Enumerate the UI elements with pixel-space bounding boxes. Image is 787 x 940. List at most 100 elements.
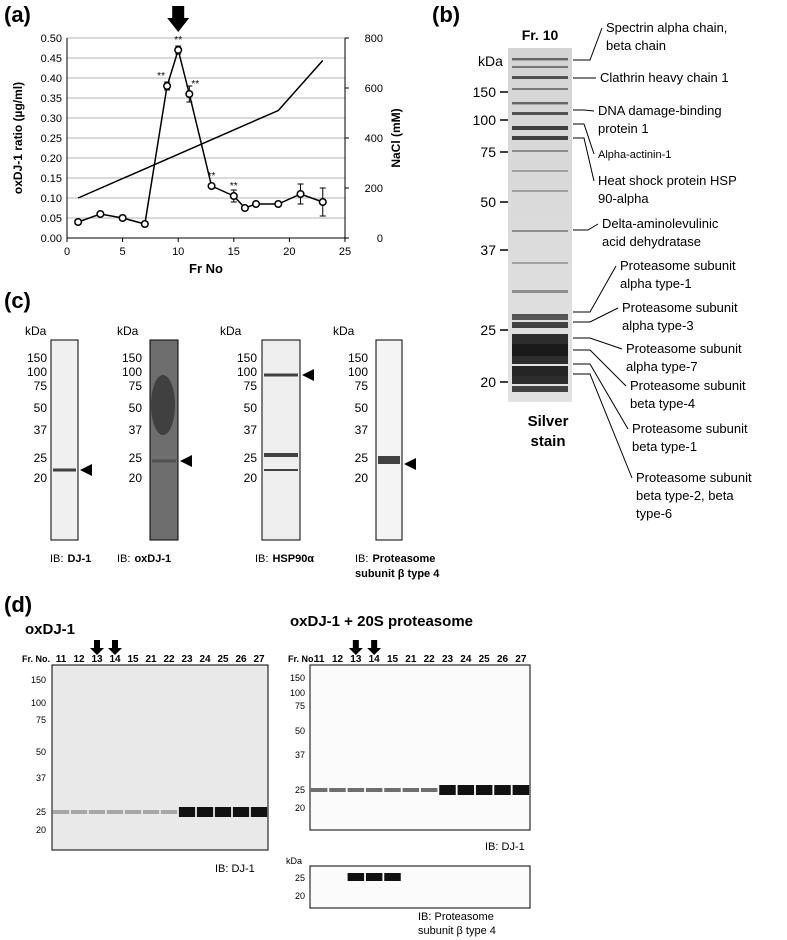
marker-label: 100 [290, 688, 305, 698]
connector [573, 123, 595, 155]
band [329, 788, 346, 792]
band [512, 170, 568, 172]
marker-label: 75 [34, 379, 48, 393]
protein-label: beta type-1 [632, 439, 697, 454]
protein-label: DNA damage-binding [598, 103, 722, 118]
annotation: ** [157, 71, 165, 82]
annotation: ** [174, 35, 182, 46]
marker-label: 150 [122, 351, 142, 365]
unit-label: kDa [117, 324, 139, 338]
band [347, 788, 365, 792]
protein-label: protein 1 [598, 121, 649, 136]
marker-label: 37 [36, 773, 46, 783]
protein-label: Clathrin heavy chain 1 [600, 70, 729, 85]
blot [51, 664, 269, 851]
marker-label: 50 [129, 401, 143, 415]
band [232, 807, 250, 817]
band [512, 58, 568, 61]
ib-label: subunit β type 4 [418, 925, 496, 937]
band [384, 873, 401, 881]
unit-label: kDa [478, 53, 503, 69]
data-point [74, 217, 83, 227]
connector [573, 265, 617, 313]
arrow [90, 640, 104, 655]
data-point [251, 199, 261, 209]
protein-label: Proteasome subunit [620, 258, 736, 273]
ib-target: subunit β type 4 [355, 568, 440, 580]
band [512, 136, 568, 140]
ib-target: Proteasome [372, 553, 435, 565]
data-point [207, 181, 216, 191]
marker-label: 25 [295, 785, 305, 795]
protein-label: alpha type-3 [622, 318, 694, 333]
marker-label: 75 [355, 379, 369, 393]
marker-label: 150 [31, 675, 46, 685]
marker-label: 37 [480, 242, 496, 258]
connector [573, 373, 633, 479]
marker-label: 75 [295, 701, 305, 711]
ib-prefix: IB: [355, 553, 368, 565]
data-point [163, 81, 172, 91]
ib-label: IB: DJ-1 [215, 863, 255, 875]
band [384, 788, 401, 792]
fraction-label: 27 [253, 654, 265, 665]
arrowhead [180, 455, 192, 467]
ib-label: IB: Proteasome [418, 911, 494, 923]
band [512, 230, 568, 232]
data-point [274, 199, 283, 209]
marker-label: 150 [348, 351, 368, 365]
fraction-label: 11 [56, 654, 67, 665]
band [457, 785, 475, 795]
marker-label: 37 [295, 750, 305, 760]
band [512, 322, 568, 328]
band [512, 366, 568, 376]
fraction-label: 26 [235, 654, 247, 665]
data-point [240, 203, 249, 213]
ib-prefix: IB: [117, 553, 130, 565]
protein-label: alpha type-1 [620, 276, 692, 291]
marker-label: 150 [27, 351, 47, 365]
connector [573, 223, 599, 231]
blot [309, 664, 531, 831]
ib-target: DJ-1 [67, 553, 91, 565]
band [512, 376, 568, 384]
marker-label: 37 [34, 423, 48, 437]
protein-label: alpha type-7 [626, 359, 698, 374]
y-tick-label: 0.00 [41, 233, 62, 245]
marker-label: 20 [129, 471, 143, 485]
band [106, 810, 124, 814]
marker-label: 37 [355, 423, 369, 437]
blot-stain [151, 375, 175, 435]
ib-prefix: IB: [50, 553, 63, 565]
data-point [296, 189, 305, 199]
band [402, 788, 420, 792]
marker-label: 75 [244, 379, 258, 393]
band [214, 807, 232, 817]
marker-label: 25 [129, 451, 143, 465]
fraction-label: 22 [163, 654, 175, 665]
connector [573, 349, 627, 387]
band [512, 66, 568, 68]
band [512, 785, 530, 795]
y-tick-label: 0.50 [41, 33, 62, 45]
marker-label: 50 [34, 401, 48, 415]
protein-label: acid dehydratase [602, 234, 701, 249]
annotation: ** [230, 181, 238, 192]
band [88, 810, 106, 814]
blot [261, 339, 301, 541]
fraction-label: 12 [332, 654, 344, 665]
x-tick-label: 0 [64, 246, 70, 258]
x-tick-label: 5 [120, 246, 126, 258]
fraction-label: 14 [369, 654, 381, 665]
connector [573, 137, 595, 182]
protein-label: beta chain [606, 38, 666, 53]
blot-title: oxDJ-1 [25, 621, 75, 638]
arrow [108, 640, 122, 655]
x-tick-label: 15 [228, 246, 240, 258]
arrowhead [302, 369, 314, 381]
fraction-label: 25 [217, 654, 229, 665]
ib-label: IB: DJ-1 [50, 553, 91, 565]
protein-label: 90-alpha [598, 191, 649, 206]
